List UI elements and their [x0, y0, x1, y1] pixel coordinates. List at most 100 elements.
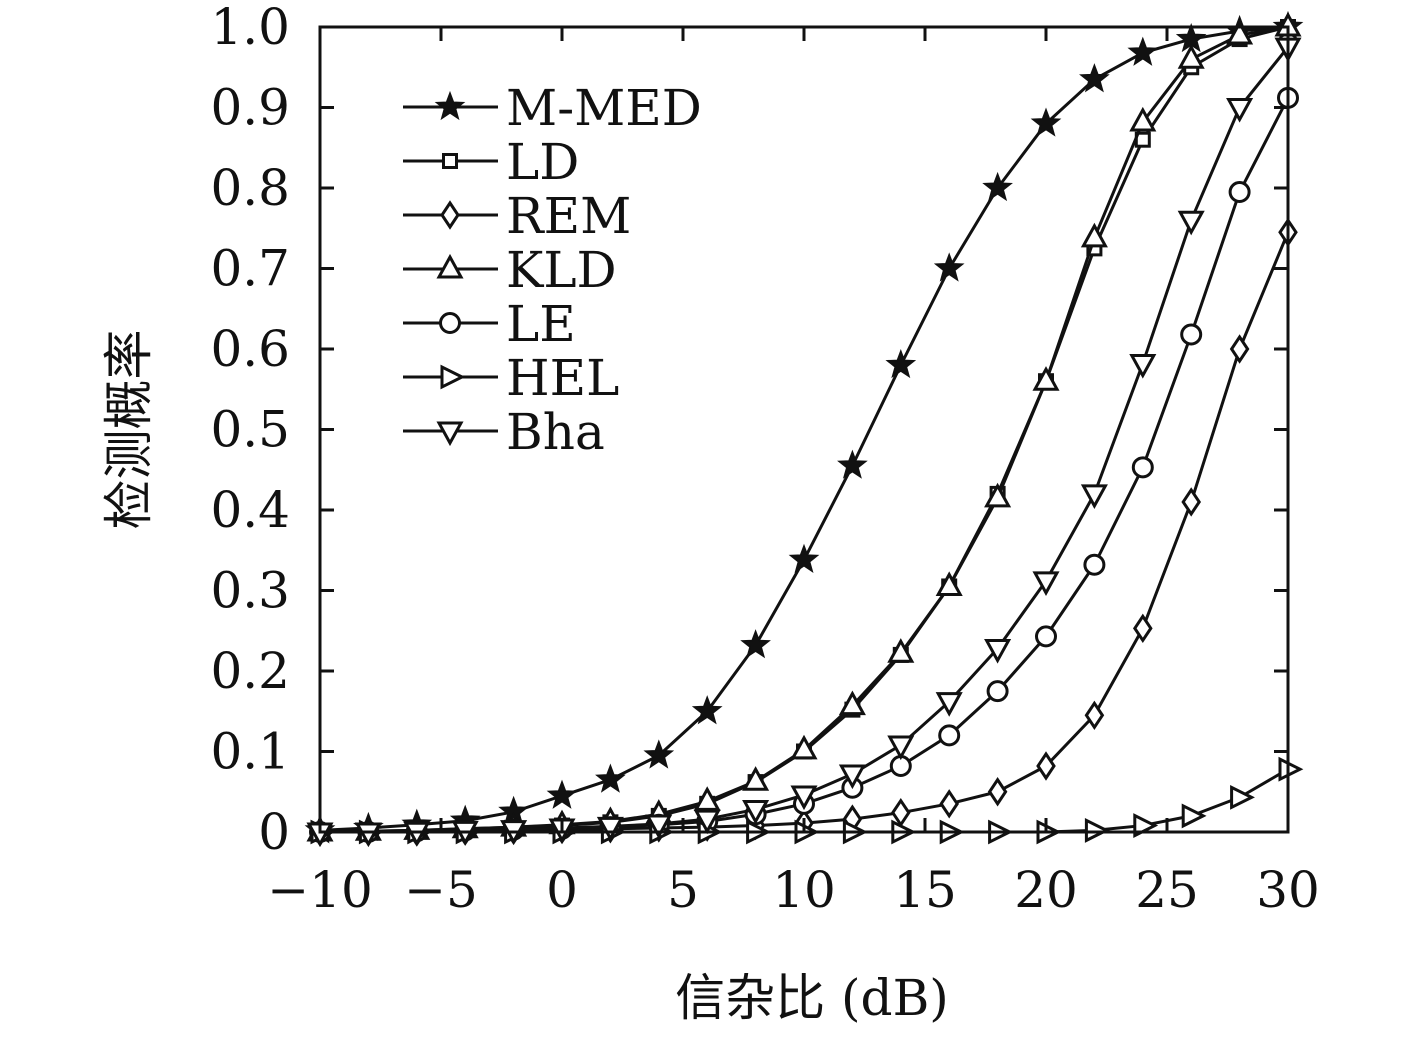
legend-marker-kld: [436, 253, 464, 279]
data-point-m-med: [837, 449, 868, 479]
data-point-rem: [1084, 700, 1105, 730]
y-tick-label: 0.8: [210, 159, 290, 217]
ticks-layer: −10 −5 0 5 10 15 20 25 30 0 0.1 0.2 0.3 0.4 0.5 0.6 0.7 0…: [210, 0, 1319, 919]
data-point-kld: [1177, 44, 1205, 69]
x-tick-label: 10: [772, 861, 836, 919]
x-tick-label: 5: [667, 861, 699, 919]
legend-label: REM: [506, 187, 631, 245]
data-point-kld: [935, 571, 963, 596]
data-point-m-med: [933, 252, 965, 282]
data-point-bha: [984, 638, 1012, 664]
data-point-bha: [354, 822, 382, 848]
y-tick-label: 1.0: [210, 0, 290, 56]
data-point-kld: [790, 734, 818, 760]
x-tick-label: 15: [893, 861, 957, 919]
data-point-bha: [1080, 484, 1108, 510]
data-point-rem: [1229, 334, 1250, 364]
data-point-m-med: [691, 695, 723, 725]
data-point-kld: [693, 786, 721, 811]
x-axis-title: 信杂比 (dB): [675, 969, 949, 1027]
legend-label: LD: [506, 133, 579, 191]
data-point-bha: [1032, 571, 1060, 596]
data-point-rem: [1036, 751, 1056, 781]
y-tick-label: 0.4: [210, 481, 290, 539]
data-point-bha: [645, 814, 673, 840]
y-tick-label: 0.5: [210, 401, 290, 459]
x-tick-label: 0: [546, 861, 578, 919]
data-point-m-med: [1030, 107, 1062, 137]
y-axis-title: 检测概率: [100, 330, 158, 530]
data-point-le: [1180, 323, 1203, 346]
data-point-rem: [987, 777, 1008, 807]
legend-marker-rem: [440, 200, 460, 230]
legend-marker-ld: [442, 153, 458, 169]
data-point-bha: [1226, 98, 1254, 123]
y-tick-label: 0: [258, 803, 290, 861]
legend-marker-m-med: [434, 90, 466, 121]
data-point-m-med: [788, 543, 820, 573]
data-point-kld: [1080, 222, 1108, 248]
y-tick-label: 0.9: [210, 79, 290, 137]
data-point-m-med: [546, 779, 578, 809]
data-point-hel: [1084, 817, 1110, 843]
data-point-bha: [742, 799, 770, 825]
data-point-kld: [984, 482, 1012, 508]
legend-label: KLD: [506, 241, 617, 299]
y-tick-label: 0.3: [210, 562, 290, 620]
x-tick-label: 25: [1135, 861, 1199, 919]
series-bha: [306, 37, 1302, 848]
series-line-bha: [320, 46, 1290, 834]
data-point-bha: [1129, 353, 1157, 379]
data-point-hel: [1278, 756, 1304, 782]
data-point-m-med: [885, 348, 917, 379]
data-point-le: [938, 724, 961, 747]
legend-label: LE: [506, 295, 576, 353]
data-point-m-med: [740, 629, 771, 659]
data-point-m-med: [595, 763, 626, 793]
data-point-le: [1083, 553, 1106, 576]
data-point-m-med: [982, 171, 1013, 202]
legend-label: HEL: [506, 349, 619, 407]
legend-marker-bha: [436, 421, 464, 447]
data-point-m-med: [1079, 63, 1110, 93]
data-point-rem: [1181, 487, 1202, 517]
data-point-kld: [1226, 19, 1254, 45]
x-tick-label: 20: [1014, 861, 1078, 919]
legend-marker-hel: [440, 364, 466, 390]
data-point-kld: [887, 638, 915, 663]
data-point-kld: [742, 766, 770, 791]
data-point-kld: [838, 690, 866, 716]
x-tick-label: −10: [267, 861, 373, 919]
x-tick-label: 30: [1256, 861, 1320, 919]
data-point-le: [986, 680, 1009, 703]
data-point-rem: [890, 797, 911, 828]
data-point-m-med: [643, 739, 675, 769]
series-le: [309, 86, 1299, 843]
legend-item-ld: LD: [403, 133, 579, 191]
data-point-m-med: [1127, 36, 1159, 66]
y-tick-label: 0.6: [210, 320, 290, 378]
legend-item-hel: HEL: [403, 349, 619, 407]
data-point-le: [1131, 456, 1154, 479]
legend-item-m-med: M-MED: [403, 79, 702, 137]
data-point-bha: [693, 809, 721, 835]
data-point-bha: [790, 785, 818, 811]
legend-label: M-MED: [506, 79, 702, 137]
legend-marker-le: [439, 312, 461, 334]
data-point-bha: [838, 764, 866, 790]
data-point-le: [1228, 181, 1251, 204]
data-point-bha: [935, 692, 963, 717]
data-point-bha: [596, 816, 624, 842]
legend-item-rem: REM: [403, 187, 631, 245]
data-point-hel: [1181, 803, 1207, 829]
data-point-rem: [1132, 613, 1153, 644]
data-point-kld: [1032, 366, 1060, 391]
legend-item-bha: Bha: [403, 403, 605, 461]
x-tick-label: −5: [404, 861, 478, 919]
legend-label: Bha: [506, 403, 605, 461]
data-point-bha: [1177, 210, 1205, 236]
y-tick-label: 0.2: [210, 642, 290, 700]
y-tick-label: 0.1: [210, 723, 290, 781]
data-point-le: [1035, 625, 1057, 648]
